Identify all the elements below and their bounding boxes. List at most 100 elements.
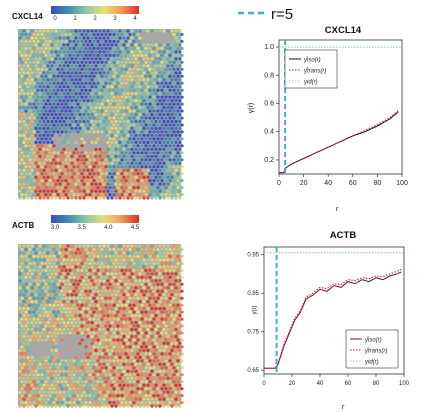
tissue-spot [22, 286, 26, 290]
tissue-spot [124, 179, 128, 183]
tissue-spot [84, 158, 88, 162]
tissue-spot [126, 147, 130, 151]
tissue-spot [172, 331, 176, 335]
tissue-spot [178, 307, 182, 311]
tissue-spot [130, 362, 134, 366]
tissue-spot [118, 404, 122, 408]
tissue-spot [178, 390, 182, 394]
tissue-spot [166, 279, 170, 283]
tissue-spot [174, 99, 178, 103]
tissue-spot [122, 85, 126, 89]
tissue-spot [126, 106, 130, 110]
tissue-spot [124, 261, 128, 265]
tissue-spot [72, 247, 76, 252]
tissue-spot [168, 53, 172, 58]
tissue-spot [30, 140, 34, 144]
tissue-spot [100, 151, 104, 155]
tissue-spot [114, 175, 118, 179]
tissue-spot [68, 310, 72, 314]
tissue-spot [164, 268, 168, 272]
tissue-spot [110, 112, 114, 117]
tissue-spot [58, 279, 62, 283]
tissue-spot [144, 46, 148, 51]
tissue-spot [62, 140, 66, 144]
tissue-spot [148, 109, 152, 113]
tissue-spot [150, 78, 154, 82]
tissue-spot [178, 71, 182, 75]
tissue-spot [90, 355, 94, 359]
tissue-spot [112, 296, 116, 300]
tissue-spot [72, 186, 76, 190]
tissue-spot [58, 196, 62, 200]
tissue-spot [114, 50, 118, 54]
tissue-spot [106, 92, 110, 96]
tissue-spot [166, 154, 170, 158]
tissue-spot [162, 168, 166, 172]
tissue-spot [26, 133, 30, 137]
tissue-spot [110, 272, 114, 276]
tissue-spot [60, 324, 64, 328]
tissue-spot [100, 345, 104, 349]
tissue-spot [90, 196, 94, 200]
tissue-spot [62, 196, 66, 200]
tissue-spot [134, 71, 138, 75]
tissue-spot [148, 366, 152, 370]
tissue-spot [34, 362, 38, 366]
tissue-spot [130, 29, 134, 33]
tissue-spot [24, 158, 28, 162]
tissue-spot [18, 71, 22, 75]
tissue-spot [102, 36, 106, 40]
tissue-spot [76, 289, 80, 293]
tissue-spot [90, 279, 94, 283]
tissue-spot [78, 404, 82, 408]
tissue-spot [98, 334, 102, 339]
tissue-spot [96, 317, 100, 321]
tissue-spot [138, 189, 142, 193]
tissue-spot [116, 137, 120, 141]
tissue-spot [154, 161, 158, 165]
tissue-spot [174, 154, 178, 158]
tissue-spot [142, 348, 146, 352]
variogram-chart-cxcl14: CXCL14 0 20 40 60 80 1000.20.40.60.81.0γ̂iso(… [248, 25, 408, 213]
tissue-spot [176, 60, 180, 64]
tissue-spot [30, 133, 34, 137]
tissue-spot [108, 172, 112, 176]
tissue-spot [132, 123, 136, 127]
tissue-spot [116, 387, 120, 391]
tissue-spot [94, 140, 98, 144]
tissue-spot [118, 265, 122, 269]
tissue-spot [80, 95, 84, 99]
tissue-spot [108, 179, 112, 183]
tissue-spot [120, 345, 124, 349]
tissue-spot [158, 300, 162, 304]
tissue-spot [112, 53, 116, 58]
tissue-spot [178, 36, 182, 40]
tissue-spot [122, 133, 126, 137]
tissue-spot [54, 161, 58, 165]
tissue-spot [152, 261, 156, 265]
tissue-spot [168, 387, 172, 391]
tissue-spot [58, 293, 62, 297]
tissue-spot [56, 352, 60, 356]
tissue-spot [144, 373, 148, 377]
tissue-spot [32, 289, 36, 293]
tissue-spot [134, 161, 138, 165]
tissue-spot [134, 175, 138, 179]
tissue-spot [128, 179, 132, 183]
tissue-spot [20, 331, 24, 335]
tissue-spot [50, 50, 54, 54]
tissue-spot [100, 81, 104, 85]
tissue-spot [140, 345, 144, 349]
tissue-spot [162, 307, 166, 311]
tissue-spot [172, 401, 176, 405]
tissue-spot [108, 289, 112, 293]
tissue-spot [152, 296, 156, 300]
tissue-spot [92, 401, 96, 405]
tissue-spot [90, 36, 94, 40]
tissue-spot [90, 369, 94, 373]
tissue-spot [40, 387, 44, 391]
tissue-spot [110, 390, 114, 394]
tissue-spot [106, 43, 110, 47]
tissue-spot [50, 126, 54, 130]
tissue-spot [88, 261, 92, 265]
